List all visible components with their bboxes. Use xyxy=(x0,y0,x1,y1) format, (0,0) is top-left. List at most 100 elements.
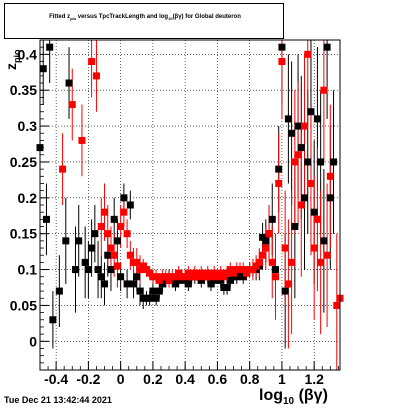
data-point xyxy=(194,273,202,281)
data-point xyxy=(310,208,318,216)
data-point xyxy=(326,194,334,202)
data-point xyxy=(271,266,279,274)
data-point xyxy=(46,43,54,51)
data-point xyxy=(71,266,79,274)
plot-area xyxy=(40,40,340,370)
y-tick-label: 0.25 xyxy=(10,154,37,170)
data-point xyxy=(146,269,154,277)
data-point xyxy=(259,233,267,241)
title-sub2: 10 xyxy=(168,16,173,22)
data-point xyxy=(268,215,276,223)
data-point xyxy=(117,273,125,281)
title-sub: pio xyxy=(70,16,77,22)
data-point xyxy=(226,266,234,274)
data-point xyxy=(304,158,312,166)
data-point xyxy=(284,280,292,288)
data-point xyxy=(136,287,144,295)
data-point xyxy=(249,266,257,274)
data-point xyxy=(220,273,228,281)
x-tick-label: 0.8 xyxy=(240,371,260,387)
data-point xyxy=(184,280,192,288)
data-point xyxy=(223,269,231,277)
data-point xyxy=(107,244,115,252)
data-point xyxy=(326,172,334,180)
x-axis-label: log10 (βγ) xyxy=(259,387,328,408)
data-point xyxy=(88,58,96,66)
x-tick-label: -0.4 xyxy=(44,371,68,387)
data-point xyxy=(92,72,100,80)
y-tick-label: 0.35 xyxy=(10,82,37,98)
data-point xyxy=(104,251,112,259)
data-point xyxy=(262,237,270,245)
data-point xyxy=(126,251,134,259)
y-tick-label: 0.2 xyxy=(18,190,38,206)
data-point xyxy=(133,258,141,266)
data-point xyxy=(242,269,250,277)
data-point xyxy=(323,251,331,259)
data-point xyxy=(101,208,109,216)
x-tick-label: -0.2 xyxy=(76,371,100,387)
data-point xyxy=(297,201,305,209)
data-point xyxy=(217,269,225,277)
data-point xyxy=(62,237,70,245)
data-point xyxy=(294,122,302,130)
data-point xyxy=(313,215,321,223)
x-tick-label: 0.6 xyxy=(208,371,228,387)
data-point xyxy=(84,266,92,274)
data-point xyxy=(88,244,96,252)
data-point xyxy=(275,165,283,173)
data-point xyxy=(59,165,67,173)
data-point xyxy=(113,262,121,270)
y-tick-label: 0.1 xyxy=(18,262,38,278)
data-point xyxy=(226,276,234,284)
data-point xyxy=(175,269,183,277)
data-point xyxy=(107,266,115,274)
data-point xyxy=(171,280,179,288)
title-prefix: Fitted z xyxy=(49,14,71,20)
data-point xyxy=(152,273,160,281)
data-point xyxy=(184,269,192,277)
data-point xyxy=(55,287,63,295)
data-point xyxy=(323,43,331,51)
data-point xyxy=(94,266,102,274)
data-point xyxy=(191,269,199,277)
x-tick-label: 0 xyxy=(117,371,125,387)
data-point xyxy=(149,287,157,295)
data-point xyxy=(233,273,241,281)
data-point xyxy=(301,194,309,202)
data-point xyxy=(197,269,205,277)
axes: -0.4 -0.2 0 0.2 0.4 0.6 0.8 1 1.2 0 0.05 0.1 0.15 0.2… xyxy=(10,39,341,387)
data-point xyxy=(130,280,138,288)
data-point xyxy=(301,122,309,130)
title-mid: versus TpcTrackLength and log xyxy=(76,14,169,20)
data-point xyxy=(65,79,73,87)
data-point xyxy=(304,50,312,58)
data-point xyxy=(104,230,112,238)
y-tick-label: 0 xyxy=(29,333,37,349)
data-point xyxy=(313,115,321,123)
data-point xyxy=(288,258,296,266)
data-point xyxy=(188,273,196,281)
data-point xyxy=(155,276,163,284)
grid-lines xyxy=(40,40,340,370)
data-point xyxy=(97,223,105,231)
data-point xyxy=(320,237,328,245)
data-point xyxy=(330,158,338,166)
data-point xyxy=(75,237,83,245)
data-point xyxy=(252,262,260,270)
data-point xyxy=(333,301,341,309)
data-point xyxy=(146,294,154,302)
data-point xyxy=(159,280,167,288)
data-point xyxy=(120,194,128,202)
data-point xyxy=(239,273,247,281)
data-point xyxy=(268,258,276,266)
data-point xyxy=(271,273,279,281)
data-point xyxy=(120,208,128,216)
data-point xyxy=(165,276,173,284)
data-point xyxy=(265,230,273,238)
data-point xyxy=(155,287,163,295)
data-point xyxy=(291,158,299,166)
data-point xyxy=(236,269,244,277)
data-point xyxy=(175,276,183,284)
